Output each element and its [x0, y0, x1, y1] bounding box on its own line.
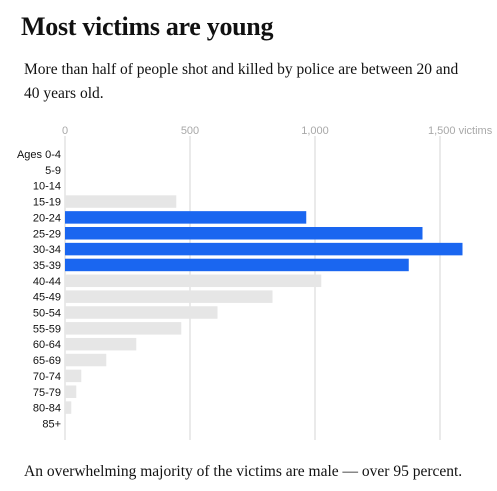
bar-30-34 — [65, 242, 463, 256]
y-tick-label: 10-14 — [33, 181, 61, 193]
bar-40-44 — [65, 274, 322, 288]
bar-25-29 — [65, 227, 423, 240]
y-tick-label: 85+ — [42, 418, 61, 430]
bar-60-64 — [65, 337, 137, 351]
bar-80-84 — [65, 401, 72, 414]
y-tick-label: Ages 0-4 — [17, 149, 61, 161]
y-tick-label: 15-19 — [33, 197, 61, 209]
bar-20-24 — [65, 211, 307, 224]
y-tick-label: 50-54 — [33, 308, 61, 320]
bar-70-74 — [65, 369, 82, 383]
chart-subtitle: More than half of people shot and killed… — [24, 61, 459, 102]
bar-chart: 0 500 1,000 1,500 victims Ages 0-4 5-9 10-14 1… — [17, 125, 493, 440]
y-tick-label: 35-39 — [33, 260, 61, 272]
x-tick-label: 1,500 victims — [428, 125, 493, 137]
y-axis-labels: Ages 0-4 5-9 10-14 15-19 20-24 25-29 30-34 35-3… — [17, 149, 61, 430]
bar-45-49 — [65, 290, 273, 303]
y-tick-label: 80-84 — [33, 403, 61, 415]
y-tick-label: 75-79 — [33, 387, 61, 399]
x-tick-label: 0 — [62, 125, 68, 137]
y-tick-label: 60-64 — [33, 339, 61, 351]
y-tick-label: 65-69 — [33, 355, 61, 367]
y-tick-label: 70-74 — [33, 371, 61, 383]
y-tick-label: 45-49 — [33, 292, 61, 304]
bars — [65, 195, 463, 414]
bar-55-59 — [65, 322, 182, 335]
bar-15-19 — [65, 195, 177, 208]
footnote: An overwhelming majority of the victims … — [24, 463, 463, 480]
y-tick-label: 55-59 — [33, 323, 61, 335]
y-tick-label: 25-29 — [33, 228, 61, 240]
bar-35-39 — [65, 258, 409, 272]
bar-75-79 — [65, 385, 77, 398]
bar-65-69 — [65, 353, 107, 367]
x-tick-label: 500 — [181, 125, 199, 137]
chart-title: Most victims are young — [21, 12, 274, 41]
x-axis-ticks: 0 500 1,000 1,500 victims — [62, 125, 493, 137]
y-tick-label: 20-24 — [33, 212, 61, 224]
x-tick-label: 1,000 — [301, 125, 329, 137]
gridlines — [64, 136, 441, 440]
y-tick-label: 30-34 — [33, 244, 61, 256]
y-tick-label: 40-44 — [33, 276, 61, 288]
y-tick-label: 5-9 — [45, 165, 61, 177]
bar-50-54 — [65, 306, 218, 319]
